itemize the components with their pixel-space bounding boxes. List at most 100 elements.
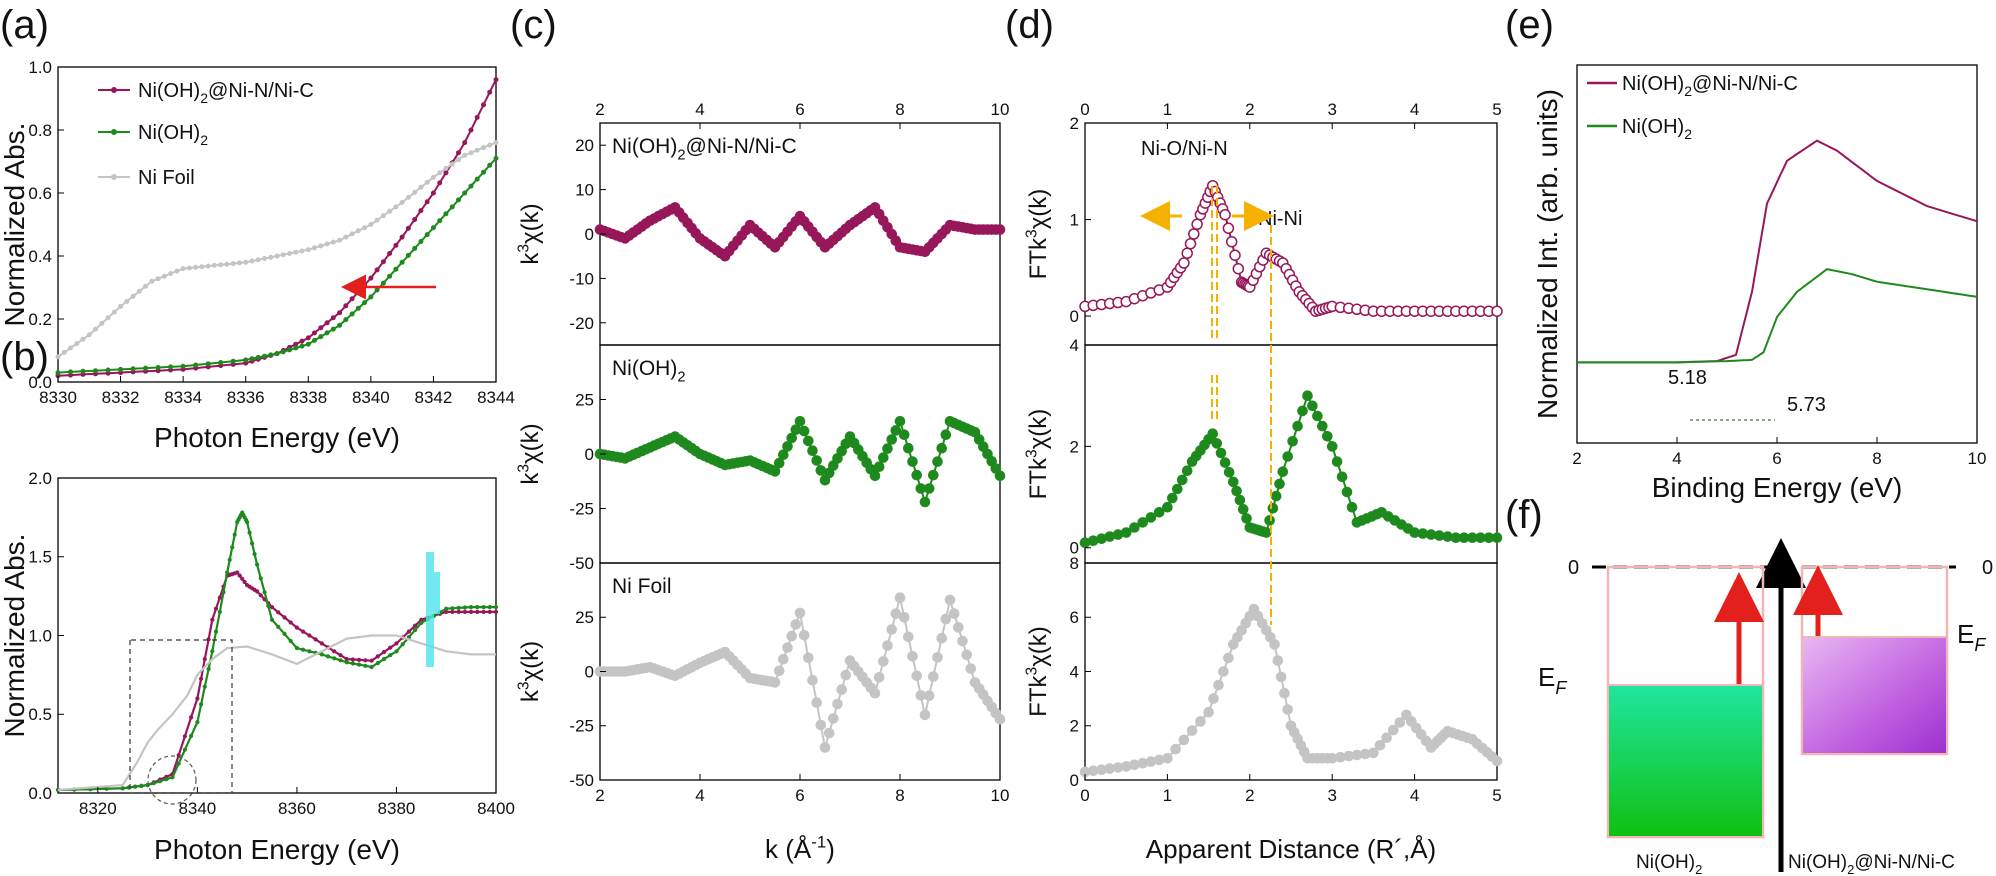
panel-c-series-point: [902, 631, 914, 643]
panel-b-series-point: [413, 623, 418, 628]
panel-b-xtick-label: 8400: [477, 799, 515, 818]
panel-c-ytick-label: -25: [569, 499, 594, 518]
panel-a-ytick-label: 1.0: [28, 58, 52, 77]
panel-a-series-point: [274, 351, 280, 357]
panel-a-series-point: [412, 245, 418, 251]
panel-a-series-point: [118, 366, 124, 372]
panel-a-series-point: [105, 367, 111, 373]
panel-d-xtick-label: 3: [1327, 786, 1336, 805]
panel-d-series-point: [1172, 483, 1183, 495]
panel-a-series-point: [474, 176, 480, 182]
panel-a-series-point: [393, 204, 399, 210]
panel-d-series-point: [1368, 747, 1379, 759]
panel-b-series-point: [230, 545, 235, 550]
panel-c-series-point: [927, 671, 939, 682]
panel-a-legend-marker: [111, 87, 117, 93]
panel-c-series-point: [898, 611, 910, 623]
panel-b-series-point: [388, 645, 393, 650]
panel-a-series-point: [355, 305, 361, 311]
zero-left: 0: [1568, 557, 1579, 579]
panel-b-ytick-label: 1.5: [28, 548, 52, 567]
panel-c-series-point: [798, 629, 810, 641]
panel-b-series-point: [195, 696, 200, 701]
panel-e-xtick-label: 10: [1968, 449, 1987, 468]
panel-c-top-xtick-label: 8: [895, 100, 904, 119]
panel-c-ytick-label: -50: [569, 554, 594, 573]
panel-d-ylabel-sup: 3: [1023, 229, 1040, 238]
panel-a-series-point: [249, 356, 255, 362]
panel-d-series-point: [1336, 471, 1348, 483]
panel-d-series-point: [1269, 639, 1280, 650]
panel-c-series-point: [802, 652, 814, 664]
panel-b-series-point: [375, 660, 380, 666]
panel-a-series-point: [193, 264, 199, 270]
panel-a-series-point: [318, 334, 324, 340]
panel-d-series-point: [1491, 755, 1503, 767]
panel-b-series-point: [276, 624, 281, 629]
panel-d-top-xtick-label: 4: [1410, 100, 1419, 119]
panel-b-series-point: [288, 638, 293, 644]
panel-e-xtick-label: 2: [1572, 449, 1581, 468]
panel-d-series-point: [1394, 717, 1406, 728]
panel-d-series-point: [1195, 716, 1206, 727]
panel-d-series-point: [1170, 743, 1181, 755]
panel-d-series-point: [1272, 655, 1284, 666]
panel-b-series-point: [406, 629, 412, 634]
panel-a-series-point: [130, 293, 136, 299]
panel-d-ytick-label: 2: [1070, 437, 1079, 456]
panel-d-series-point: [1223, 466, 1235, 478]
panel-b-ytick-label: 1.0: [28, 626, 52, 645]
panel-c-series-point: [940, 613, 952, 625]
panel-c-ylabel-suffix: χ(k): [517, 203, 544, 244]
panel-c-series-point: [948, 608, 960, 619]
panel-a-series-point: [293, 345, 299, 351]
panel-c-ylabel: k3χ(k): [515, 203, 544, 264]
panel-b-series-point: [475, 609, 480, 615]
panel-a-series-point: [305, 247, 311, 253]
panel-a-series-point: [493, 155, 499, 161]
panel-c-xtick-label: 8: [895, 786, 904, 805]
panel-a-series-point: [99, 320, 105, 326]
left-filled-band: [1607, 684, 1764, 838]
panel-b-xtick-label: 8320: [79, 799, 117, 818]
panel-c-ylabel-sup: 3: [515, 681, 532, 690]
panel-a-series-point: [399, 234, 405, 240]
panel-a-series-point: [480, 145, 486, 151]
panel-a-series-point: [305, 341, 311, 347]
panel-a-series-point: [105, 315, 111, 321]
panel-b-series-point: [133, 784, 138, 789]
panel-c-series-point: [836, 684, 848, 695]
onset-label-1: 5.18: [1668, 367, 1707, 389]
panel-a-series-point: [249, 258, 255, 264]
panel-a-series-point: [355, 228, 361, 234]
panel-a-ytick-label: 0.0: [28, 373, 52, 392]
panel-b-series-point: [394, 649, 399, 654]
panel-d-series-point: [1145, 512, 1157, 523]
panel-b-series-point: [350, 657, 356, 662]
panel-b-series-point: [493, 604, 499, 610]
panel-a-legend-entry-base: Ni Foil: [138, 167, 195, 189]
panel-c-series-point: [994, 470, 1006, 482]
panel-c-subplot-label-base: Ni Foil: [612, 575, 672, 598]
panel-b-series-point: [247, 530, 252, 535]
panel-a-series-point: [130, 366, 136, 372]
panel-c-series-point: [877, 656, 889, 667]
panel-d-series-point: [1261, 527, 1272, 538]
panel-a-xtick-label: 8332: [102, 388, 140, 407]
panel-a-series-point: [337, 322, 343, 328]
panel-b-series-point: [344, 660, 349, 665]
panel-a-series-point: [280, 252, 286, 258]
panel-a-series-point: [243, 259, 249, 265]
panel-b-xtick-label: 8380: [378, 799, 416, 818]
panel-c-series-point: [882, 443, 893, 454]
panel-a-series-point: [368, 275, 374, 281]
panel-b-ytick-label: 0.0: [28, 784, 52, 803]
panel-d-series-point: [1387, 724, 1399, 736]
panel-a-series-point: [255, 354, 261, 360]
panel-d-ytick-label: 2: [1070, 114, 1079, 133]
panel-b-series-point: [450, 609, 455, 615]
panel-d-series-point: [1302, 390, 1313, 402]
panel-c-series-point: [994, 224, 1006, 235]
panel-a-series-point: [462, 152, 468, 158]
panel-a-series-point: [68, 369, 74, 375]
